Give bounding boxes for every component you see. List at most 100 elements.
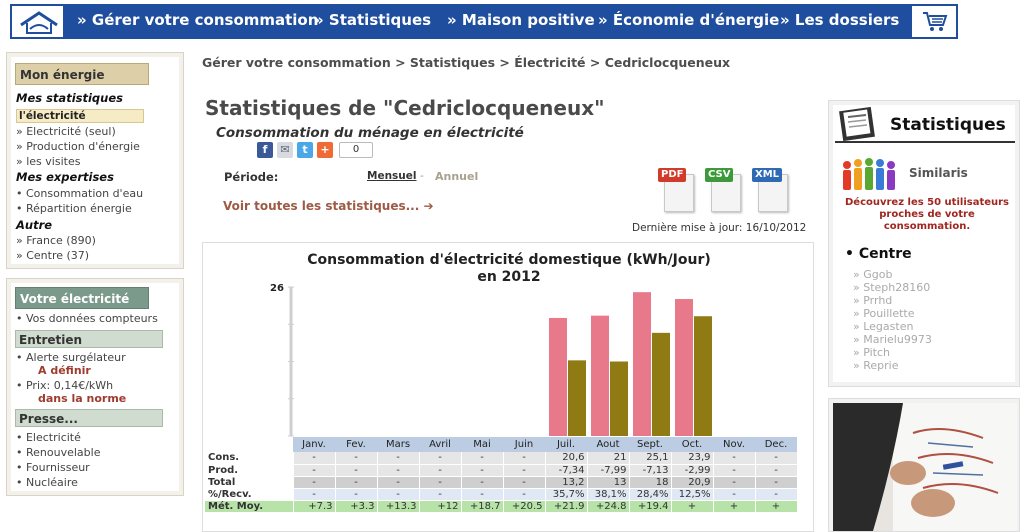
table-cell: +12: [419, 500, 462, 513]
sidebar-item-presse-renouvelable[interactable]: • Renouvelable: [16, 446, 101, 459]
mon-energie-heading: Mon énergie: [15, 63, 149, 85]
votre-electricite-heading: Votre électricité: [15, 287, 149, 309]
table-row-moy: Mét. Moy. +7.3 +3.3 +13.3 +12 +18.7 +20.5 +21.9…: [205, 500, 798, 513]
chart-bar-total-oct: [694, 316, 712, 436]
table-cell: -: [335, 476, 378, 489]
breadcrumb[interactable]: Gérer votre consommation > Statistiques …: [202, 55, 731, 70]
table-cell: -: [755, 464, 798, 477]
table-header-row: Janv. Fev. Mars Avril Mai Juin Juil. Aout Sept. O…: [205, 437, 797, 452]
left-sidebar-energy: Mon énergie Mes statistiques l'électrici…: [6, 52, 184, 269]
table-corner-cell: [205, 437, 293, 452]
sidebar-item-presse-fournisseur[interactable]: • Fournisseur: [16, 461, 90, 474]
table-cell: +3.3: [335, 500, 378, 513]
entretien-heading: Entretien: [15, 330, 163, 348]
user-link[interactable]: » Pouillette: [853, 307, 915, 320]
facebook-share-icon[interactable]: f: [257, 142, 273, 158]
table-cell: 20,6: [545, 452, 588, 465]
user-link[interactable]: » Pitch: [853, 346, 891, 359]
user-link[interactable]: » Steph28160: [853, 281, 931, 294]
table-row-cons: Cons. - - - - - -20,6 21 25,1 23,9- -: [205, 452, 798, 465]
sidebar-item-production-energie[interactable]: » Production d'énergie: [16, 140, 140, 153]
table-cell: -: [293, 464, 336, 477]
twitter-share-icon[interactable]: t: [297, 142, 313, 158]
house-icon: [20, 11, 58, 34]
chart-svg: 26: [270, 283, 712, 437]
table-cell: -: [713, 464, 756, 477]
table-cell: -: [293, 488, 336, 501]
nav-statistiques[interactable]: » Statistiques: [314, 11, 432, 29]
nav-les-dossiers[interactable]: » Les dossiers: [780, 11, 900, 29]
month-header: Sept.: [629, 437, 671, 452]
table-cell: -: [461, 488, 504, 501]
sidebar-item-alerte-surgelateur[interactable]: • Alerte surgélateur: [16, 351, 126, 364]
sidebar-item-presse-electricite[interactable]: • Electricité: [16, 431, 81, 444]
table-body: Cons. - - - - - -20,6 21 25,1 23,9- - Prod. - - - - - - -7…: [205, 452, 798, 513]
sidebar-item-electricite-seul[interactable]: » Electricité (seul): [16, 125, 116, 138]
more-share-icon[interactable]: +: [317, 142, 333, 158]
cart-button[interactable]: [910, 4, 958, 39]
sidebar-item-electricite-selected[interactable]: l'électricité: [16, 109, 144, 123]
user-link[interactable]: » Legasten: [853, 320, 914, 333]
table-cell: 38,1%: [587, 488, 630, 501]
nav-gerer-consommation[interactable]: » Gérer votre consommation: [77, 11, 319, 29]
chart-subtitle-line: en 2012: [477, 269, 541, 285]
sidebar-item-prix[interactable]: • Prix: 0,14€/kWh: [16, 379, 114, 392]
similaris-label: Similaris: [909, 166, 968, 180]
sidebar-item-presse-nucleaire[interactable]: • Nucléaire: [16, 476, 78, 489]
table-cell: -: [377, 476, 420, 489]
chart-title: Consommation d'électricité domestique (k…: [203, 252, 815, 286]
export-pdf-button[interactable]: PDF: [658, 168, 696, 212]
user-link[interactable]: » Ggob: [853, 268, 893, 281]
export-csv-button[interactable]: CSV: [705, 168, 743, 212]
sidebar-item-repartition-energie[interactable]: • Répartition énergie: [16, 202, 132, 215]
period-monthly-link[interactable]: Mensuel: [367, 170, 417, 182]
email-share-icon[interactable]: ✉: [277, 142, 293, 158]
sidebar-item-visites[interactable]: » les visites: [16, 155, 81, 168]
nav-economie-energie[interactable]: » Économie d'énergie: [598, 11, 780, 29]
month-header: Juin: [503, 437, 545, 452]
period-separator: -: [420, 170, 424, 182]
nav-maison-positive[interactable]: » Maison positive: [447, 11, 595, 29]
table-cell: +19.4: [629, 500, 672, 513]
all-statistics-link[interactable]: Voir toutes les statistiques... ➔: [223, 199, 434, 213]
table-cell: -: [755, 452, 798, 465]
people-group-icon: [843, 158, 895, 190]
month-header: Janv.: [293, 437, 335, 452]
sidebar-item-centre[interactable]: » Centre (37): [16, 249, 90, 262]
table-cell: -7,34: [545, 464, 588, 477]
table-cell: -: [503, 452, 546, 465]
table-cell: +: [755, 500, 798, 513]
discover-similar-users-link[interactable]: Découvrez les 50 utilisateurs proches de…: [844, 197, 1010, 232]
table-cell: -: [377, 464, 420, 477]
table-cell: -: [419, 452, 462, 465]
month-header: Mai: [461, 437, 503, 452]
table-cell: 13,2: [545, 476, 588, 489]
chart-bar-total-juil: [568, 360, 586, 436]
user-link[interactable]: » Prrhd: [853, 294, 893, 307]
row-label: Total: [205, 476, 294, 489]
table-cell: 23,9: [671, 452, 714, 465]
month-header: Avril: [419, 437, 461, 452]
prix-value: dans la norme: [38, 392, 127, 405]
chart-bar-cons-juil: [549, 317, 567, 436]
statistics-header: Statistiques: [835, 107, 1015, 143]
sidebar-item-consommation-eau[interactable]: • Consommation d'eau: [16, 187, 144, 200]
periode-label: Période:: [224, 170, 279, 184]
table-cell: -7,13: [629, 464, 672, 477]
alerte-value: A définir: [38, 364, 91, 377]
autre-heading: Autre: [16, 218, 53, 232]
page-subtitle: Consommation du ménage en électricité: [216, 125, 524, 141]
table-cell: -: [335, 488, 378, 501]
home-button[interactable]: [10, 4, 65, 39]
last-update-text: Dernière mise à jour: 16/10/2012: [632, 222, 807, 234]
chart-bar-total-aout: [610, 361, 628, 436]
sidebar-item-donnees-compteurs[interactable]: • Vos données compteurs: [16, 312, 158, 325]
export-xml-button[interactable]: XML: [752, 168, 790, 212]
user-link[interactable]: » Reprie: [853, 359, 899, 372]
table-cell: -: [461, 464, 504, 477]
period-annual-link[interactable]: Annuel: [435, 170, 479, 183]
user-link[interactable]: » Marielu9973: [853, 333, 932, 346]
sidebar-item-france[interactable]: » France (890): [16, 234, 96, 247]
right-sidebar-photo: [828, 398, 1020, 532]
month-header: Aout: [587, 437, 629, 452]
